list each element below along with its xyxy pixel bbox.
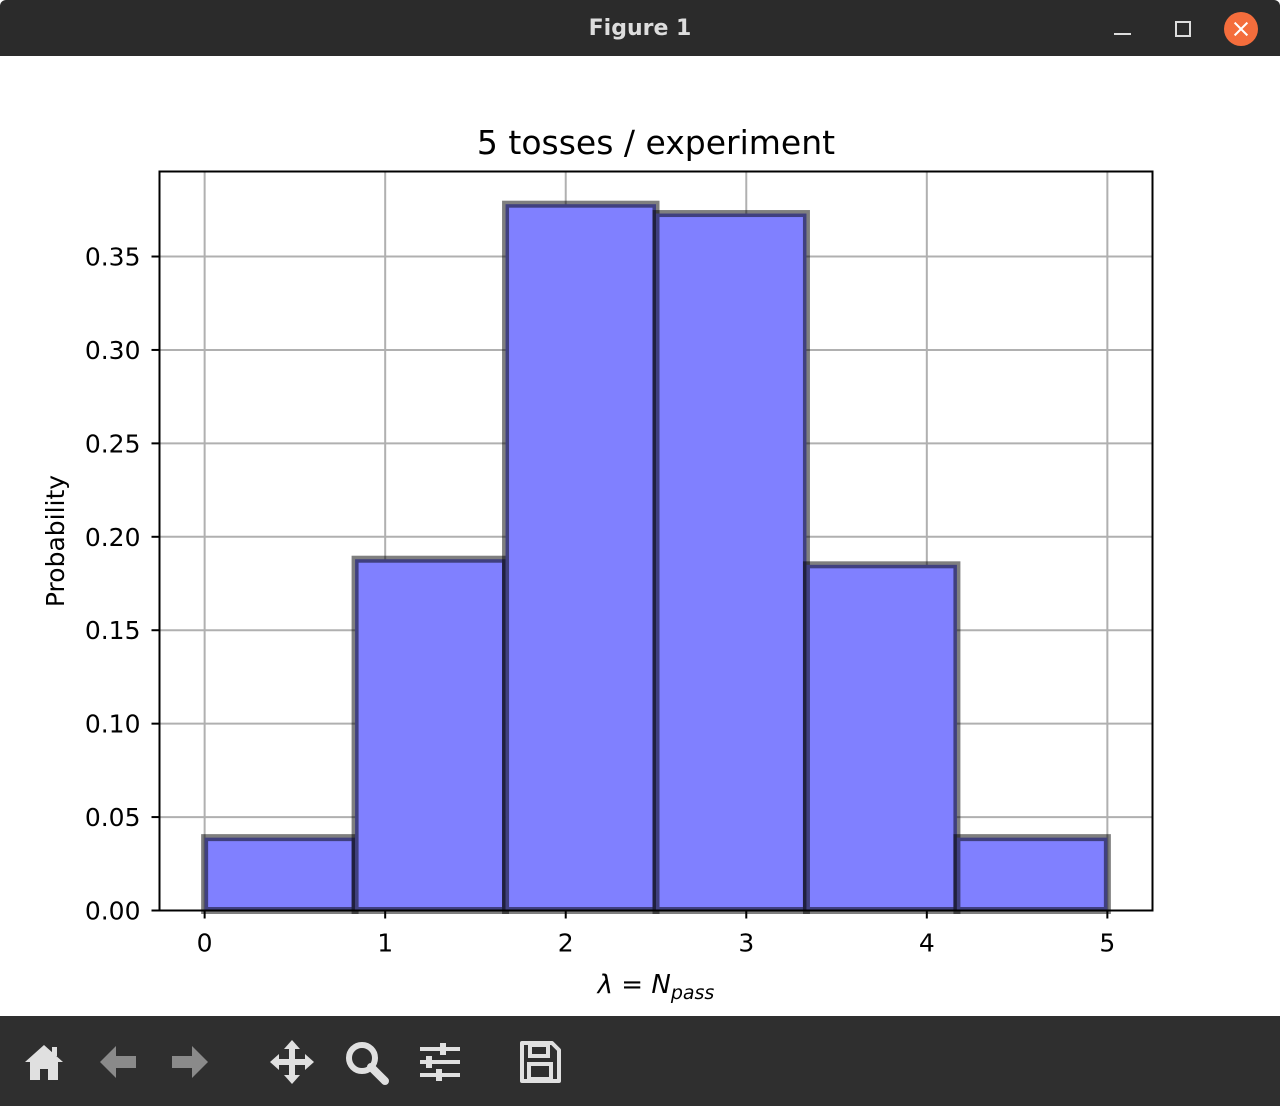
axes-frame — [158, 170, 1154, 912]
back-button[interactable] — [94, 1038, 142, 1086]
pan-button[interactable] — [268, 1038, 316, 1086]
x-tick-label-2: 2 — [558, 929, 574, 958]
x-axis-label: λ = Npass — [596, 970, 715, 1004]
y-tick-label-3: 0.15 — [85, 616, 141, 645]
save-button[interactable] — [516, 1038, 564, 1086]
configure-subplots-button[interactable] — [416, 1038, 464, 1086]
y-tick-label-7: 0.35 — [85, 243, 141, 272]
figure-canvas: 0 1 2 3 4 5 0.00 0.05 0.10 0.15 0.20 0.25 0.30 0.35 5… — [0, 56, 1280, 1016]
y-tick-label-4: 0.20 — [85, 523, 141, 552]
y-tick-label-0: 0.00 — [85, 897, 141, 926]
x-axis-label-subscript: pass — [670, 982, 715, 1004]
save-floppy-icon — [520, 1041, 561, 1083]
y-tick-label-6: 0.30 — [85, 336, 141, 365]
chart-title: 5 tosses / experiment — [477, 123, 835, 162]
forward-arrow-icon — [172, 1046, 208, 1078]
window-titlebar[interactable]: Figure 1 — [0, 0, 1280, 56]
histogram-chart: 0 1 2 3 4 5 0.00 0.05 0.10 0.15 0.20 0.25 0.30 0.35 5… — [41, 123, 1154, 1004]
histogram-bar-0 — [201, 834, 359, 914]
forward-button[interactable] — [166, 1038, 214, 1086]
y-axis-label: Probability — [41, 475, 70, 607]
x-tick-label-0: 0 — [197, 929, 213, 958]
back-arrow-icon — [100, 1046, 136, 1078]
x-tick-label-3: 3 — [738, 929, 754, 958]
x-tick-label-4: 4 — [919, 929, 935, 958]
x-axis-label-main: λ = N — [596, 970, 671, 1000]
configure-subplots-icon — [420, 1043, 460, 1081]
x-tick-label-5: 5 — [1099, 929, 1115, 958]
histogram-bar-4 — [802, 561, 961, 914]
y-tick-label-2: 0.10 — [85, 710, 141, 739]
home-button[interactable] — [20, 1038, 68, 1086]
histogram-bar-3 — [652, 210, 810, 914]
maximize-icon[interactable] — [1165, 12, 1199, 46]
navigation-toolbar — [0, 1016, 1280, 1106]
x-tick-label-1: 1 — [377, 929, 393, 958]
y-tick-label-1: 0.05 — [85, 803, 141, 832]
minimize-icon[interactable] — [1105, 12, 1139, 46]
histogram-bar-2 — [502, 200, 660, 915]
pan-move-icon — [270, 1040, 314, 1084]
home-icon — [25, 1045, 63, 1080]
zoom-magnifier-icon — [346, 1042, 389, 1085]
histogram-bar-1 — [351, 555, 510, 914]
histogram-bar-5 — [953, 834, 1111, 914]
zoom-button[interactable] — [342, 1038, 390, 1086]
window-title: Figure 1 — [588, 16, 692, 41]
bar-layer — [201, 200, 1111, 915]
tick-layer: 0 1 2 3 4 5 0.00 0.05 0.10 0.15 0.20 0.25 0.30 0.35 — [85, 243, 1115, 958]
y-tick-label-5: 0.25 — [85, 429, 141, 458]
close-icon[interactable] — [1224, 12, 1258, 46]
